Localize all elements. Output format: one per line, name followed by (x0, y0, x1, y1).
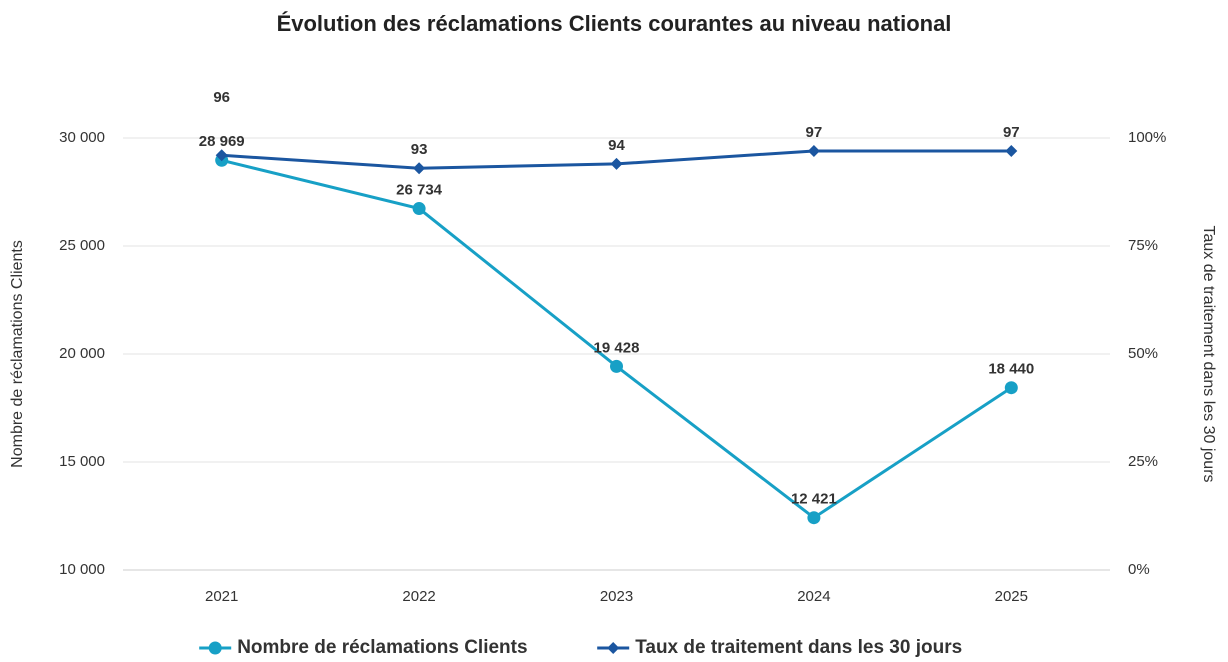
y-tick-label: 15 000 (59, 453, 105, 470)
y2-tick-label: 50% (1128, 345, 1158, 362)
legend-marker (607, 642, 620, 654)
legend-label: Taux de traitement dans les 30 jours (635, 637, 962, 658)
x-tick-label: 2024 (797, 588, 830, 605)
y2-tick-label: 25% (1128, 453, 1158, 470)
legend-label: Nombre de réclamations Clients (237, 637, 527, 658)
data-label: 12 421 (791, 491, 837, 508)
data-label: 97 (1003, 124, 1020, 141)
y-tick-label: 25 000 (59, 237, 105, 254)
data-label: 19 428 (594, 339, 640, 356)
chart-title: Évolution des réclamations Clients coura… (277, 11, 952, 36)
data-label: 93 (411, 141, 428, 158)
y-tick-label: 10 000 (59, 561, 105, 578)
marker (412, 202, 426, 216)
y-axis-title: Nombre de réclamations Clients (9, 240, 26, 468)
marker (807, 144, 820, 157)
y2-tick-label: 75% (1128, 237, 1158, 254)
x-tick-label: 2021 (205, 588, 238, 605)
y-tick-label: 30 000 (59, 129, 105, 146)
y2-tick-label: 0% (1128, 561, 1150, 578)
data-label: 97 (806, 124, 823, 141)
marker (413, 162, 426, 175)
legend-marker (208, 641, 222, 655)
y2-tick-label: 100% (1128, 129, 1166, 146)
y2-axis-title: Taux de traitement dans les 30 jours (1200, 225, 1217, 482)
data-label: 94 (608, 137, 625, 154)
marker (1004, 381, 1018, 395)
data-label: 18 440 (988, 361, 1034, 378)
data-label: 28 969 (199, 133, 245, 150)
y-tick-label: 20 000 (59, 345, 105, 362)
x-tick-label: 2025 (995, 588, 1028, 605)
marker (807, 511, 821, 525)
marker (1005, 144, 1018, 157)
marker (610, 157, 623, 170)
x-tick-label: 2023 (600, 588, 633, 605)
data-label: 26 734 (396, 182, 443, 199)
data-label: 96 (213, 89, 230, 106)
x-tick-label: 2022 (402, 588, 435, 605)
marker (610, 359, 623, 373)
marker (215, 149, 228, 162)
